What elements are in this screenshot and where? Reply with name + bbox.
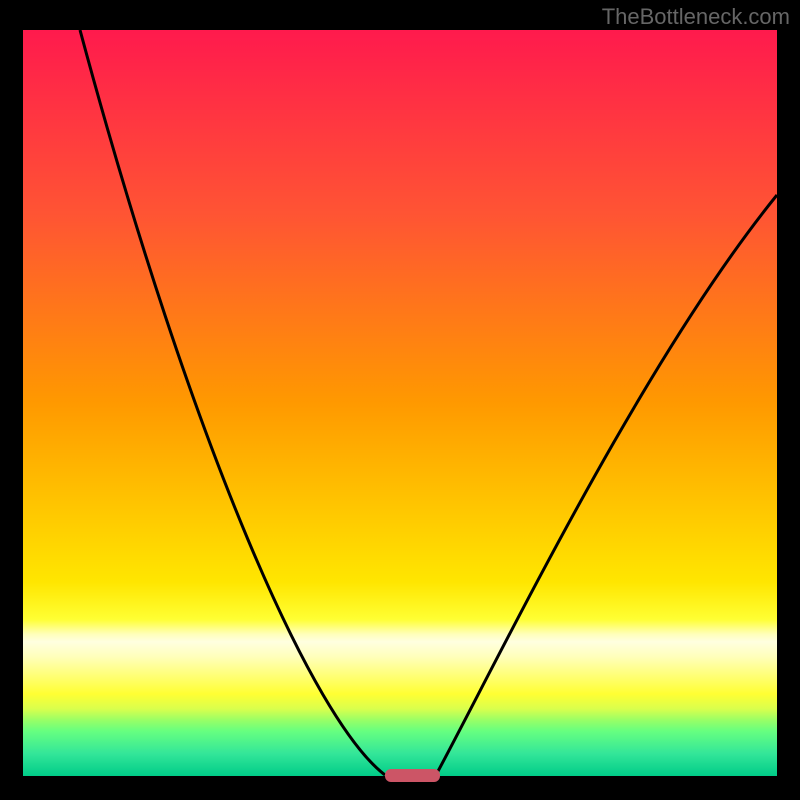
bottleneck-curves [23,30,777,776]
bottleneck-marker [385,769,440,782]
right-curve [436,195,777,775]
watermark-text: TheBottleneck.com [602,4,790,30]
chart-plot-area [23,30,777,776]
left-curve [80,30,385,775]
